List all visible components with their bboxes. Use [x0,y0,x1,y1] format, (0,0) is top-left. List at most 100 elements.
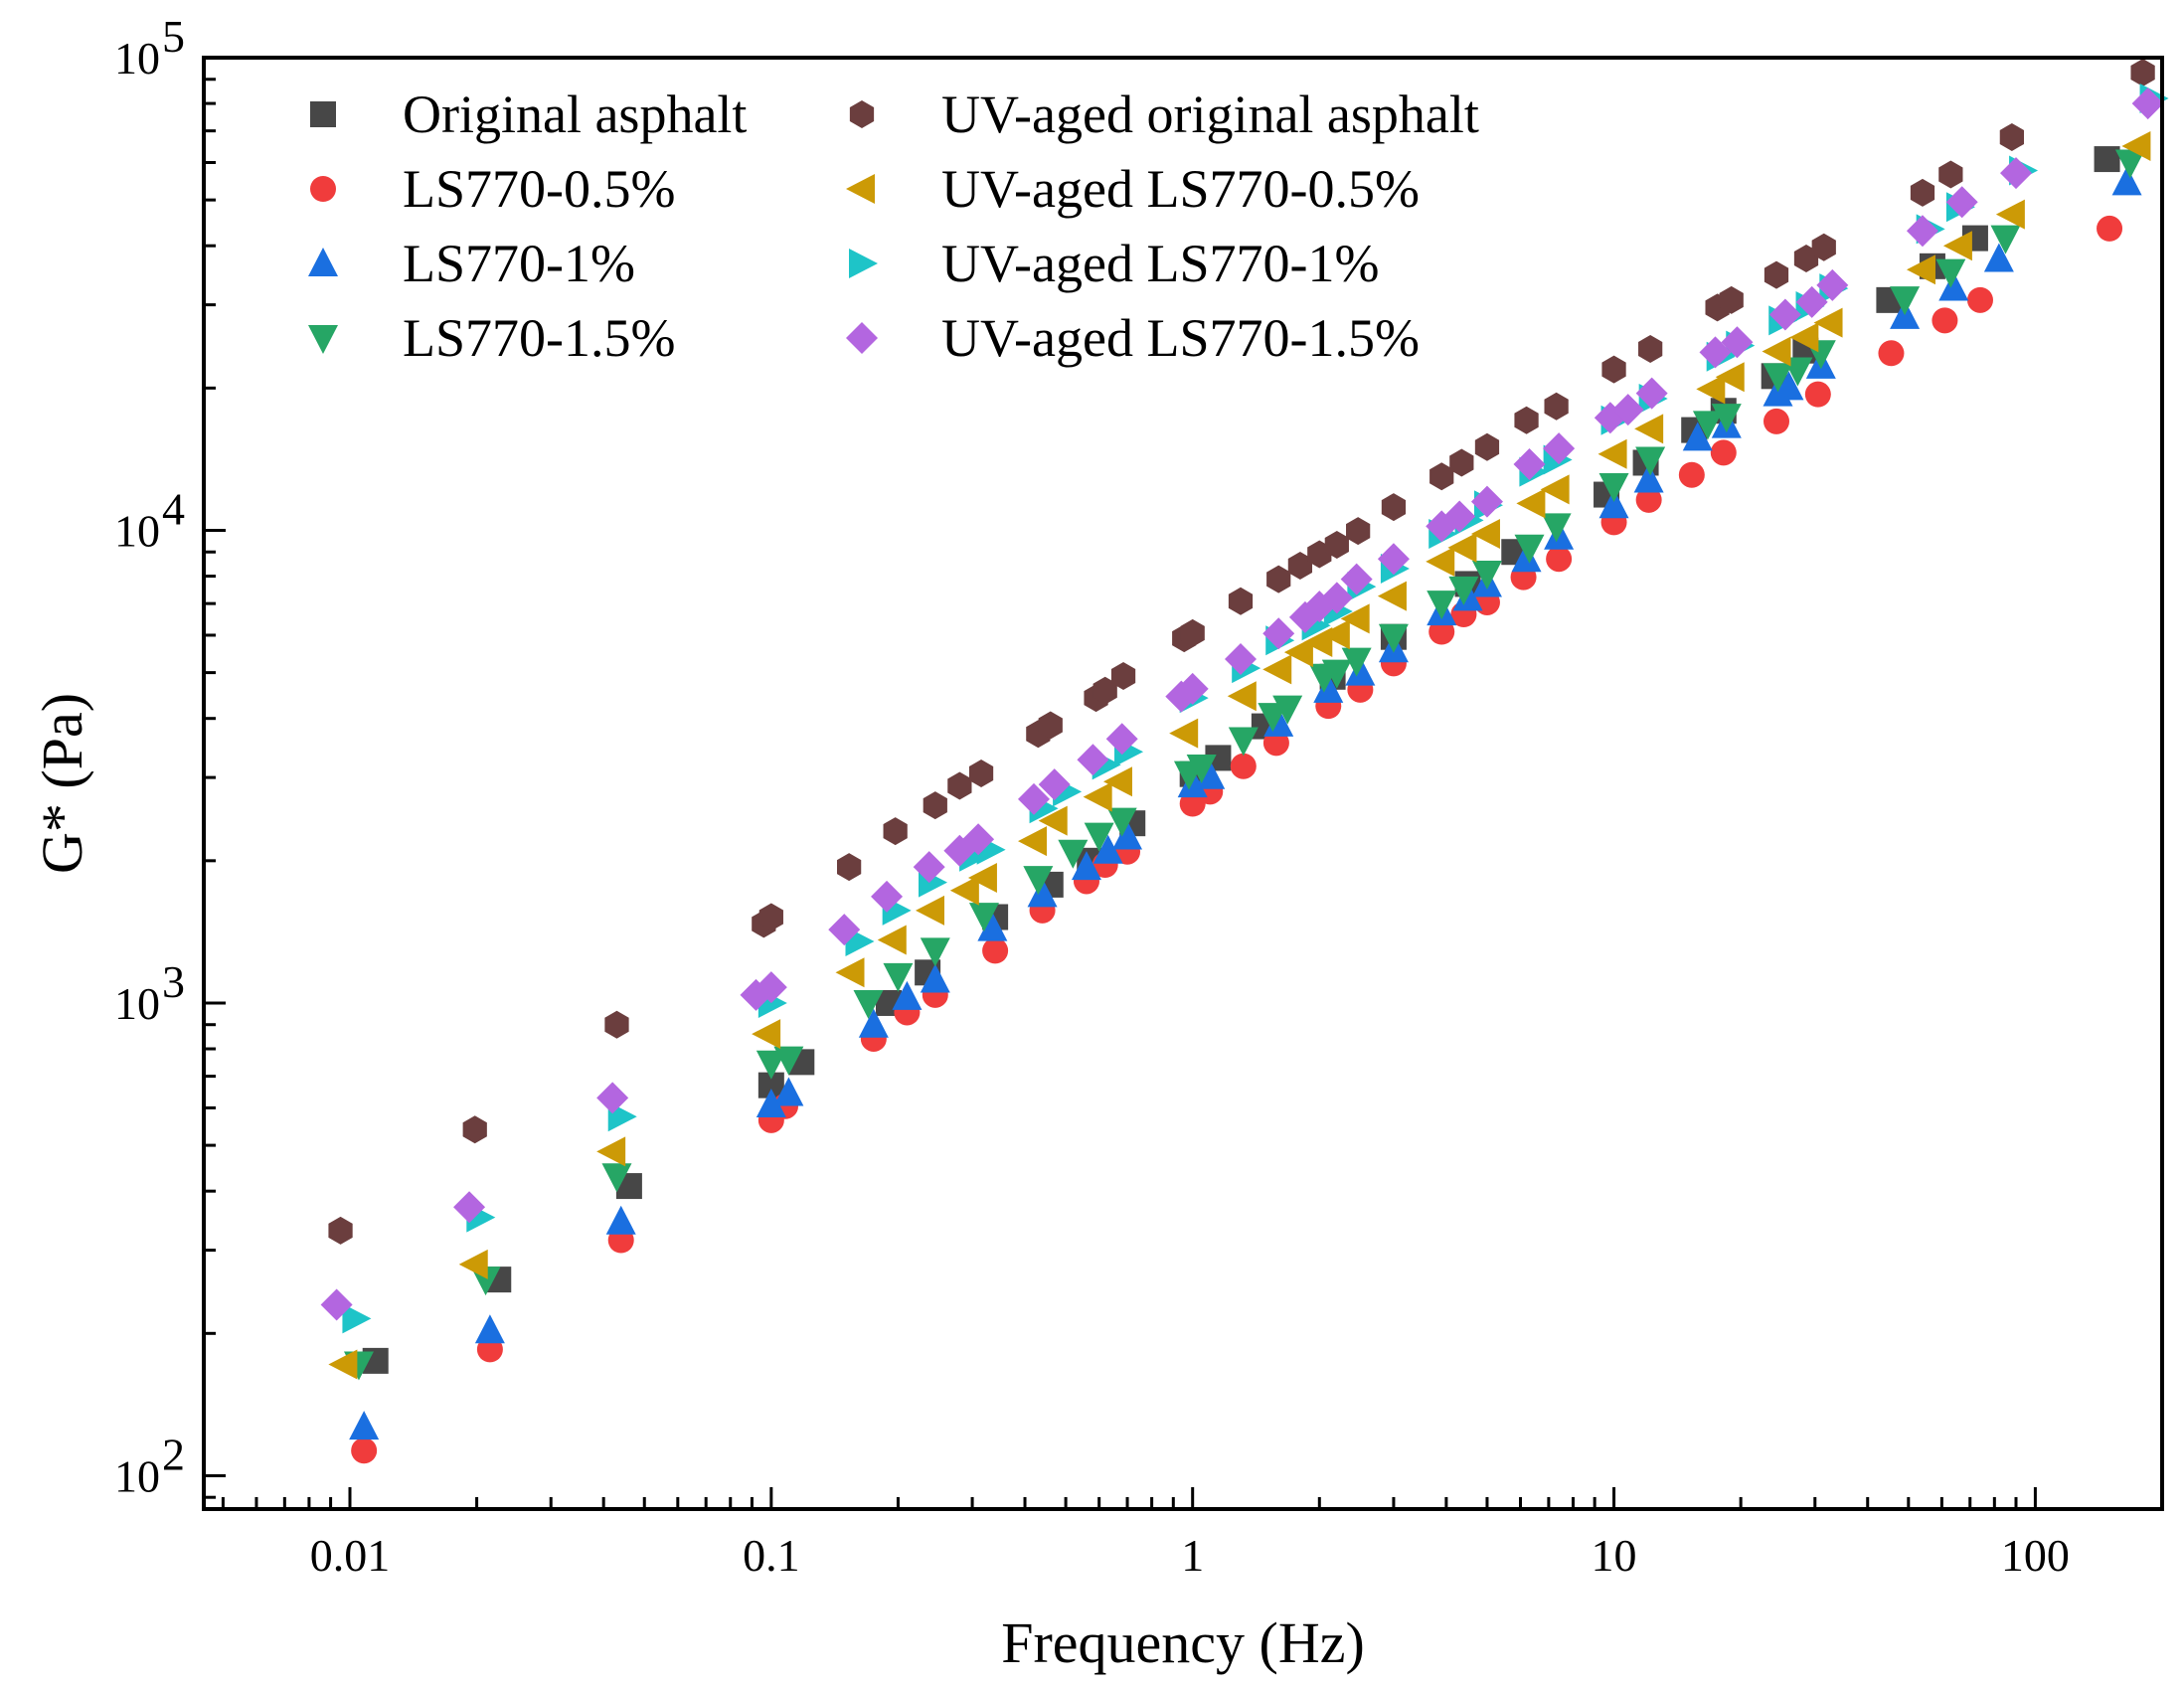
legend-label: LS770-1.5% [403,308,675,368]
data-point [756,1089,786,1118]
data-point [351,1437,378,1464]
data-point [605,1205,636,1235]
series-6 [328,130,2151,1380]
data-point [1634,414,1664,444]
data-point [1106,807,1137,837]
data-point [1448,576,1479,605]
data-point [1345,656,1376,686]
data-point [2121,130,2151,161]
x-tick-label: 1 [1181,1530,1204,1581]
data-point [2130,58,2155,86]
data-point [1635,486,1662,513]
data-point [1514,534,1545,564]
data-point [1176,672,1209,705]
data-point [1540,474,1570,505]
data-point [320,1288,353,1321]
data-point [1092,676,1117,705]
data-point [1938,160,1963,189]
data-point [1092,834,1123,864]
data-point [1999,122,2024,151]
data-point [1112,820,1143,850]
data-point [1516,488,1546,519]
series-3 [349,166,2142,1440]
y-tick-exponent: 4 [162,483,185,534]
data-point [968,903,999,932]
data-point [462,1115,487,1144]
y-tick-exponent: 5 [162,11,185,62]
data-point [1038,805,1068,836]
data-point [1038,711,1063,740]
data-point [328,1216,353,1245]
data-point [1633,463,1664,493]
data-point [1945,186,1978,219]
data-point [1449,448,1474,477]
data-point [1935,258,1966,288]
data-point [1470,519,1500,550]
data-point [1789,322,1819,353]
legend-marker [849,249,878,278]
data-point [2097,215,2123,242]
data-point [1638,334,1663,363]
data-point [1228,727,1259,757]
data-point [967,863,997,894]
data-point [1262,654,1292,685]
data-point [1341,647,1372,677]
data-point [1110,661,1136,690]
legend-marker [308,248,338,276]
data-point [1313,673,1344,703]
data-point [1546,546,1573,573]
data-point [982,937,1009,964]
data-point [1272,695,1303,725]
data-point [1890,286,1921,316]
data-point [1816,268,1849,301]
data-point [1762,336,1791,367]
data-point [1426,546,1455,577]
data-point [1710,439,1737,466]
data-point [1228,587,1254,615]
data-point [1942,231,1972,261]
legend-marker [308,325,338,354]
data-point [1938,271,1969,301]
data-point [1696,374,1726,405]
data-point [342,1303,372,1334]
data-point [947,771,972,800]
data-point [1381,493,1407,522]
legend-marker [849,100,875,128]
legend-marker [310,176,336,202]
data-point [1474,432,1500,461]
data-point [1471,560,1502,590]
y-tick-label: 10 [114,1450,160,1501]
data-point [1768,298,1801,331]
data-point [837,853,862,882]
data-point [913,851,945,884]
data-point [1224,643,1257,676]
data-point [1340,563,1373,595]
data-point [1177,768,1208,798]
y-tick-exponent: 3 [162,956,185,1007]
y-tick-exponent: 2 [162,1429,185,1479]
data-point [596,1136,626,1167]
data-point [1018,826,1048,857]
data-point [1878,340,1905,367]
data-point [1077,744,1109,776]
x-tick-label: 10 [1592,1530,1637,1581]
x-tick-label: 0.1 [743,1530,800,1581]
data-point [758,903,783,931]
data-point [949,875,979,906]
data-point [920,937,950,967]
data-point [1514,406,1539,434]
data-point [1262,617,1295,650]
data-point [458,1249,488,1279]
data-point [1795,285,1828,318]
data-point [883,817,908,846]
data-point [1598,473,1629,503]
data-point [1611,394,1644,426]
data-point [923,791,947,820]
data-point [1195,760,1226,789]
x-tick-label: 0.01 [310,1530,391,1581]
data-point [1447,532,1477,563]
data-point [1541,513,1572,543]
data-point [871,880,904,913]
data-point [1377,581,1407,611]
data-point [1105,723,1138,756]
